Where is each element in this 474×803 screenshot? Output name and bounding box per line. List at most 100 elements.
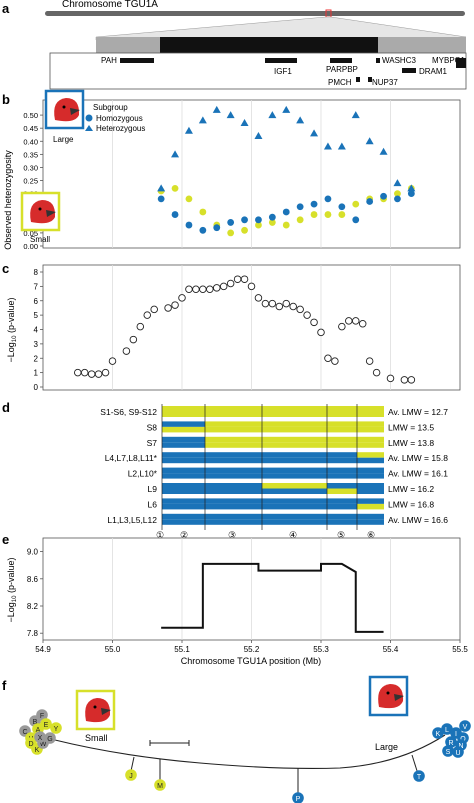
gene-bar-nup37 [368,77,372,82]
point-homozygous-small [394,190,401,198]
segment-number: ⑤ [337,530,345,540]
point-homozygous-large [213,224,221,232]
y-tick-label-c: 5 [34,311,39,320]
large-node-R-label: R [448,740,453,747]
point-heterozygous-large [323,142,332,150]
y-tick-label-b: 0.35 [23,150,38,159]
tree-main-branch [54,734,446,769]
point-heterozygous-large [171,150,180,158]
haplotype-block-bottom [205,426,384,433]
panel-b: b 0.000.050.100.150.200.250.300.350.400.… [2,89,461,251]
point-pvalue [247,282,256,291]
haplotype-block-bottom [327,488,357,494]
small-node-X-label: X [38,735,43,742]
data-points-b [157,105,416,237]
point-pvalue [310,318,318,327]
small-node-D-label: D [28,741,33,748]
large-node-S-circle [442,745,454,757]
point-homozygous-small [282,221,290,229]
gene-label-igf1: IGF1 [274,67,292,76]
haplotype-block-top [327,483,357,489]
panel-a: a Chromosome TGU1A PAH IGF1 PARPBP PMCH … [2,0,467,90]
row-lmw: LMW = 16.8 [388,499,434,509]
point-pvalue [108,357,117,365]
legend-title: Subgroup [93,103,128,112]
haplotype-block-top [162,513,384,520]
legend-heterozygous-label: Heterozygous [96,124,145,133]
point-pvalue [206,285,214,294]
point-heterozygous-large [254,132,263,140]
large-node-I-label: I [455,731,457,738]
point-homozygous-large [227,219,235,226]
haplotype-block-bottom [162,473,357,479]
tree-branch-j [130,756,135,772]
zoom-wedge [95,16,467,41]
large-node-L-circle [441,723,453,735]
point-homozygous-small [352,200,360,208]
large-node-U-circle [452,746,464,758]
point-pvalue [324,354,332,363]
y-tick-label-c: 1 [34,369,39,378]
branch-node-M-label: M [157,783,163,790]
large-node-K-label: K [436,731,441,738]
point-heterozygous-large [184,126,193,134]
row-label: S8 [147,422,158,432]
haplotype-block-bottom [357,457,384,464]
haplotype-block-bottom [162,442,205,448]
point-heterozygous-large [226,111,235,119]
large-node-R-circle [445,736,457,748]
point-homozygous-large [407,190,415,198]
point-pvalue [94,370,103,378]
haplotype-block-bottom [262,488,327,494]
point-pvalue [171,301,179,309]
point-pvalue [164,304,172,312]
point-heterozygous-large [407,184,416,192]
point-homozygous-large [338,203,346,211]
gene-label-mybpc1: MYBPC1 [432,56,465,65]
point-pvalue [407,376,416,384]
point-pvalue [268,299,277,308]
large-node-L-label: L [445,727,449,734]
y-tick-label-c: 4 [34,326,39,335]
point-pvalue [80,368,89,377]
point-pvalue [219,282,228,291]
gridlines-e [112,538,391,640]
point-pvalue [317,328,325,337]
point-heterozygous-large [240,118,249,126]
point-heterozygous-large [268,111,277,119]
panel-label-b: b [2,92,10,107]
point-pvalue [178,294,186,302]
point-pvalue [136,322,145,331]
point-pvalue [87,370,96,378]
gene-label-pah: PAH [101,56,117,65]
y-tick-label-c: 0 [34,383,39,392]
haplotype-block-bottom [162,457,357,464]
point-homozygous-small [310,211,318,218]
point-homozygous-small [338,211,346,218]
haplotype-block-top [162,483,262,489]
data-points-c [73,275,416,384]
y-tick-label-c: 2 [34,354,39,363]
panel-c: c 0 1 2 3 4 5 6 7 8 −Log10 (p-value) [2,261,461,392]
point-pvalue [275,302,284,311]
y-tick-label-b: 0.45 [23,124,38,133]
point-homozygous-large [199,226,207,234]
point-pvalue [372,368,381,377]
y-tick-label-c: 6 [34,297,39,306]
gene-label-pmch: PMCH [328,78,352,87]
large-node-V-label: V [463,724,468,731]
gene-label-nup37: NUP37 [372,78,398,87]
haplotype-block-top [162,498,357,504]
large-node-N-label: N [458,743,463,750]
panel-e: e 7.88.28.69.0 54.9 55.0 55.1 55.2 55.3 55.4 5… [2,532,468,666]
point-pvalue [143,311,151,319]
gridlines-b [112,100,391,248]
row-label: S7 [147,438,158,448]
x-tick-label-e: 55.2 [244,645,260,654]
small-node-A-label: A [36,727,41,734]
row-lmw: Av. LMW = 16.6 [388,515,448,525]
y-tick-label-c: 3 [34,340,39,349]
row-lmw: Av. LMW = 15.8 [388,453,448,463]
gene-label-washc3: WASHC3 [382,56,416,65]
